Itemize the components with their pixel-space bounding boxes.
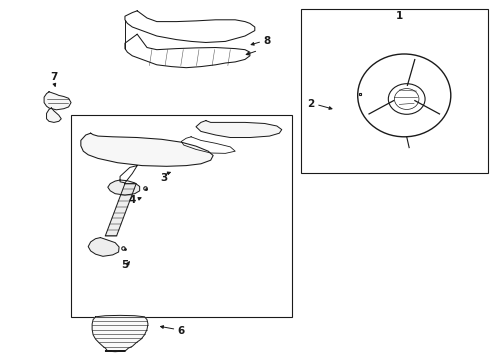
Polygon shape [105, 184, 136, 236]
Text: 5: 5 [122, 260, 128, 270]
Polygon shape [92, 315, 148, 352]
Text: 4: 4 [128, 195, 136, 205]
Text: 8: 8 [264, 36, 270, 46]
Text: 7: 7 [50, 72, 58, 82]
Polygon shape [108, 180, 140, 195]
Bar [71, 115, 292, 317]
Polygon shape [88, 238, 119, 256]
Text: 3: 3 [161, 173, 168, 183]
Polygon shape [81, 133, 213, 166]
Text: 1: 1 [396, 11, 403, 21]
Text: 2: 2 [308, 99, 315, 109]
Polygon shape [44, 92, 71, 110]
Bar [301, 9, 488, 173]
Polygon shape [47, 108, 61, 122]
Text: 6: 6 [178, 326, 185, 336]
Polygon shape [196, 121, 282, 138]
